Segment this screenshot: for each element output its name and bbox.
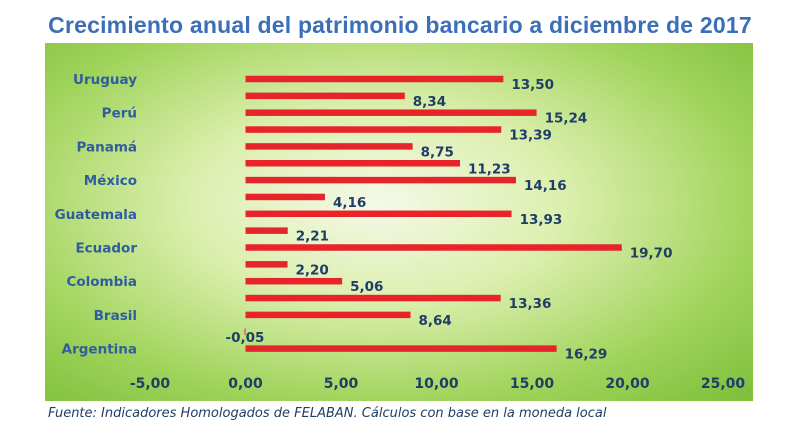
category-label: Panamá — [76, 139, 137, 155]
bars-group — [244, 75, 622, 352]
category-label: Guatemala — [55, 207, 137, 223]
x-tick-label: -5,00 — [130, 376, 171, 392]
category-label: México — [84, 173, 137, 189]
x-tick-label: 0,00 — [228, 376, 263, 392]
bar — [245, 345, 557, 352]
data-label: 2,21 — [296, 229, 329, 245]
data-label: 8,75 — [421, 144, 454, 160]
x-tick-label: 20,00 — [605, 376, 650, 392]
data-label: 13,39 — [509, 128, 552, 144]
x-tick-label: 10,00 — [414, 376, 459, 392]
data-label: 16,29 — [565, 347, 608, 363]
bar — [245, 277, 343, 285]
data-label: 5,06 — [350, 279, 383, 295]
chart-panel: 13,50 8,34 15,24 13,39 8,75 11,23 14,16 4,16 13,… — [45, 43, 753, 401]
bar — [245, 244, 622, 251]
data-label: 11,23 — [468, 161, 511, 177]
source-note: Fuente: Indicadores Homologados de FELAB… — [48, 406, 607, 421]
x-tick-label: 15,00 — [510, 376, 555, 392]
bar — [245, 109, 537, 116]
bar — [245, 261, 288, 268]
bar — [245, 160, 460, 167]
chart-title: Crecimiento anual del patrimonio bancari… — [48, 12, 752, 38]
data-label: 8,34 — [413, 94, 446, 110]
bar — [245, 210, 512, 218]
data-label: -0,05 — [226, 330, 265, 346]
data-label: 13,50 — [511, 77, 554, 93]
bar — [244, 328, 246, 335]
category-label: Uruguay — [73, 72, 137, 88]
data-label: 2,20 — [296, 262, 329, 278]
category-label: Colombia — [66, 274, 137, 290]
data-label: 14,16 — [524, 178, 567, 194]
bar — [245, 176, 516, 184]
bar — [245, 193, 325, 201]
category-label: Perú — [102, 106, 137, 122]
category-label: Ecuador — [75, 241, 137, 257]
bar — [245, 311, 411, 319]
category-label: Argentina — [62, 342, 137, 358]
data-label: 13,93 — [520, 212, 563, 228]
bar — [245, 227, 288, 234]
data-label: 4,16 — [333, 195, 366, 211]
bar — [245, 126, 502, 133]
data-label: 8,64 — [419, 313, 452, 329]
data-label: 13,36 — [509, 296, 552, 312]
bar — [245, 294, 501, 302]
category-label: Brasil — [94, 308, 137, 324]
bar — [245, 92, 405, 100]
bar — [245, 143, 413, 150]
data-label: 19,70 — [630, 246, 673, 262]
data-label: 15,24 — [545, 111, 588, 127]
category-labels-group: Uruguay Perú Panamá México Guatemala Ecuador C… — [55, 72, 138, 358]
x-axis-ticks-group: -5,00 0,00 5,00 10,00 15,00 20,00 25,00 — [130, 376, 746, 392]
bar — [245, 75, 504, 83]
x-tick-label: 25,00 — [701, 376, 746, 392]
x-tick-label: 5,00 — [324, 376, 359, 392]
